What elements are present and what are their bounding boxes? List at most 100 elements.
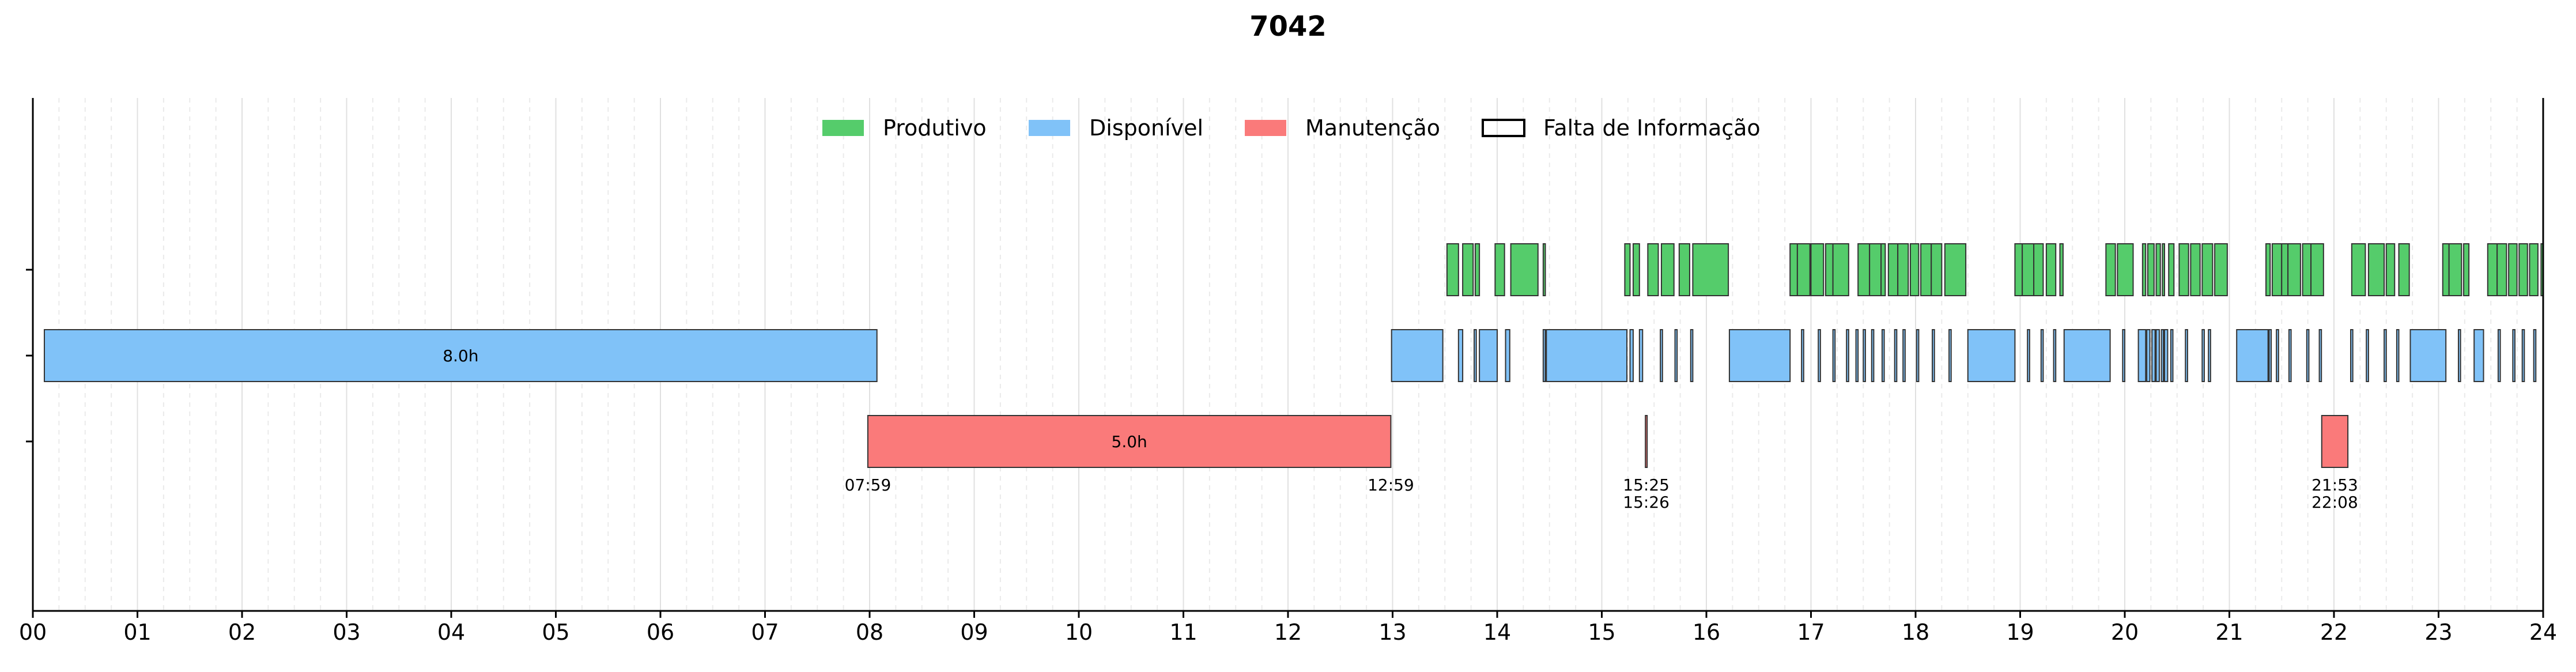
x-tick-label: 07 — [751, 620, 779, 645]
x-tick-label: 12 — [1274, 620, 1302, 645]
x-tick-label: 05 — [542, 620, 569, 645]
interval-end-label: 12:59 — [1368, 475, 1414, 494]
bar-disponivel — [2137, 329, 2147, 382]
legend-swatch — [822, 120, 864, 136]
bar-produtivo — [2147, 243, 2155, 296]
bar-produtivo — [1647, 243, 1659, 296]
legend-item: Produtivo — [822, 115, 987, 141]
bar-disponivel — [2053, 329, 2057, 382]
bar-produtivo — [1897, 243, 1909, 296]
x-tick-label: 17 — [1797, 620, 1825, 645]
bar-layer — [43, 243, 2544, 468]
x-tick-label: 01 — [123, 620, 151, 645]
x-tick-label: 23 — [2424, 620, 2452, 645]
bar-disponivel — [1832, 329, 1836, 382]
bar-disponivel — [1932, 329, 1935, 382]
bar-disponivel — [2155, 329, 2160, 382]
bar-disponivel — [1479, 329, 1498, 382]
bar-produtivo — [2105, 243, 2116, 296]
bar-produtivo — [2398, 243, 2410, 296]
bar-disponivel — [2027, 329, 2030, 382]
x-tick-label: 16 — [1693, 620, 1720, 645]
bar-produtivo — [2178, 243, 2189, 296]
bar-produtivo — [2045, 243, 2057, 296]
legend-item: Falta de Informação — [1482, 115, 1761, 141]
bar-disponivel — [2063, 329, 2111, 382]
legend-label: Manutenção — [1305, 115, 1440, 141]
bar-duration-label: 5.0h — [1112, 432, 1147, 451]
bar-disponivel — [1728, 329, 1791, 382]
x-tick-label: 20 — [2111, 620, 2139, 645]
bar-disponivel — [1546, 329, 1628, 382]
bar-produtivo — [2448, 243, 2462, 296]
bar-produtivo — [2265, 243, 2271, 296]
x-tick-label: 02 — [228, 620, 256, 645]
bar-produtivo — [2141, 243, 2147, 296]
bar-disponivel — [1474, 329, 1477, 382]
bar-produtivo — [2518, 243, 2528, 296]
bar-produtivo — [2281, 243, 2289, 296]
bar-produtivo — [1632, 243, 1640, 296]
bar-produtivo — [1474, 243, 1480, 296]
bar-produtivo — [1692, 243, 1729, 296]
bar-disponivel — [2160, 329, 2165, 382]
bar-disponivel — [2512, 329, 2515, 382]
bar-produtivo — [2496, 243, 2507, 296]
bar-disponivel — [2318, 329, 2322, 382]
bar-disponivel — [2208, 329, 2211, 382]
bar-produtivo — [1931, 243, 1943, 296]
legend-item: Manutenção — [1245, 115, 1440, 141]
bar-disponivel — [1505, 329, 1510, 382]
bar-produtivo — [2302, 243, 2312, 296]
bar-produtivo — [1446, 243, 1459, 296]
legend-label: Falta de Informação — [1543, 115, 1761, 141]
interval-end-label: 22:08 — [2311, 493, 2358, 512]
bar-produtivo — [1678, 243, 1690, 296]
bar-disponivel — [1542, 329, 1546, 382]
bar-produtivo — [2271, 243, 2283, 296]
bar-produtivo — [1887, 243, 1899, 296]
bar-manutencao — [1645, 415, 1648, 468]
bar-produtivo — [2022, 243, 2035, 296]
x-tick-label: 21 — [2215, 620, 2243, 645]
x-tick-label: 19 — [2006, 620, 2034, 645]
bar-disponivel — [2170, 329, 2174, 382]
bar-manutencao — [867, 415, 1392, 468]
bar-produtivo — [1542, 243, 1546, 296]
bar-produtivo — [2508, 243, 2518, 296]
bar-disponivel — [2163, 329, 2169, 382]
bar-produtivo — [2190, 243, 2201, 296]
bar-disponivel — [2396, 329, 2400, 382]
bar-produtivo — [2351, 243, 2366, 296]
bar-disponivel — [1818, 329, 1821, 382]
x-tick-label: 06 — [647, 620, 674, 645]
bar-produtivo — [2155, 243, 2161, 296]
bar-produtivo — [1462, 243, 1474, 296]
x-tick-label: 13 — [1378, 620, 1406, 645]
bar-manutencao — [2321, 415, 2349, 468]
bar-disponivel — [1629, 329, 1634, 382]
bar-disponivel — [1638, 329, 1644, 382]
bar-produtivo — [1880, 243, 1886, 296]
bar-disponivel — [1846, 329, 1849, 382]
bar-disponivel — [2533, 329, 2537, 382]
legend: Produtivo Disponível Manutenção Falta de In… — [822, 115, 1761, 141]
x-tick-label: 04 — [437, 620, 465, 645]
bar-disponivel — [1902, 329, 1906, 382]
bar-disponivel — [1391, 329, 1444, 382]
legend-swatch — [1482, 119, 1525, 137]
bar-produtivo — [2214, 243, 2228, 296]
bar-produtivo — [1660, 243, 1675, 296]
x-tick-label: 08 — [856, 620, 883, 645]
bar-disponivel — [1948, 329, 1952, 382]
bar-disponivel — [2409, 329, 2447, 382]
interval-end-label: 15:26 — [1623, 493, 1670, 512]
bar-produtivo — [1869, 243, 1882, 296]
bar-produtivo — [1796, 243, 1811, 296]
legend-swatch — [1029, 120, 1070, 136]
bar-produtivo — [2529, 243, 2539, 296]
legend-swatch — [1245, 120, 1286, 136]
bar-disponivel — [2185, 329, 2188, 382]
axis-layer: 00 01 02 03 04 05 06 07 08 09 10 11 12 13 14 15 16 17 18 19… — [19, 98, 2557, 645]
